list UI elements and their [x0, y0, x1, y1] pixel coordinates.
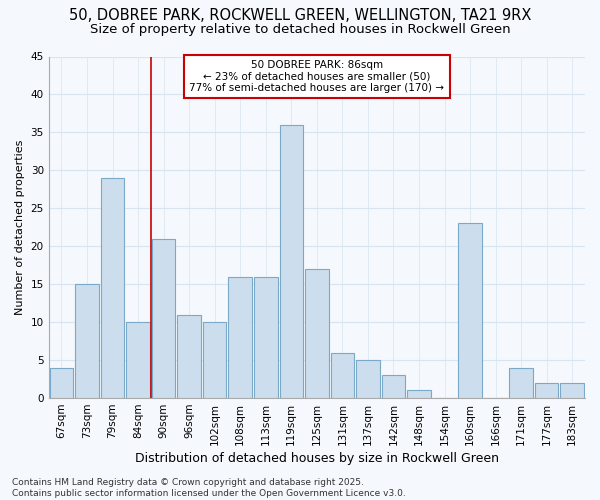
Text: Contains HM Land Registry data © Crown copyright and database right 2025.
Contai: Contains HM Land Registry data © Crown c… [12, 478, 406, 498]
Bar [280, 125, 303, 398]
X-axis label: Distribution of detached houses by size in Rockwell Green: Distribution of detached houses by size … [135, 452, 499, 465]
Text: 50, DOBREE PARK, ROCKWELL GREEN, WELLINGTON, TA21 9RX: 50, DOBREE PARK, ROCKWELL GREEN, WELLING… [69, 8, 531, 22]
Bar [509, 368, 533, 398]
Text: 50 DOBREE PARK: 86sqm
← 23% of detached houses are smaller (50)
77% of semi-deta: 50 DOBREE PARK: 86sqm ← 23% of detached … [190, 60, 445, 93]
Y-axis label: Number of detached properties: Number of detached properties [15, 140, 25, 315]
Bar [331, 352, 354, 398]
Bar [229, 276, 252, 398]
Bar [101, 178, 124, 398]
Bar [127, 322, 150, 398]
Bar [356, 360, 380, 398]
Bar [254, 276, 278, 398]
Bar [203, 322, 226, 398]
Bar [305, 269, 329, 398]
Bar [560, 383, 584, 398]
Bar [178, 314, 201, 398]
Bar [407, 390, 431, 398]
Bar [152, 238, 175, 398]
Text: Size of property relative to detached houses in Rockwell Green: Size of property relative to detached ho… [89, 22, 511, 36]
Bar [50, 368, 73, 398]
Bar [535, 383, 559, 398]
Bar [458, 224, 482, 398]
Bar [382, 376, 405, 398]
Bar [75, 284, 99, 398]
